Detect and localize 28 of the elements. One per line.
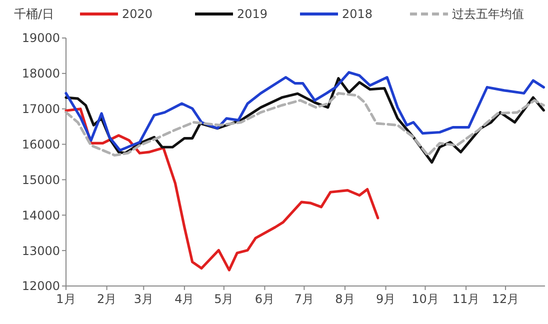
legend-label: 过去五年均值 <box>452 7 524 22</box>
x-tick-label: 9月 <box>376 292 396 306</box>
line-series <box>64 71 545 152</box>
y-tick-label: 16000 <box>22 137 60 152</box>
x-tick-label: 6月 <box>254 292 275 306</box>
x-tick-label: 4月 <box>174 292 194 306</box>
y-tick-label: 14000 <box>22 208 60 222</box>
x-tick-label: 1月 <box>56 292 76 306</box>
x-tick-label: 5月 <box>214 292 234 306</box>
line-series <box>64 92 545 157</box>
y-tick-label: 13000 <box>22 244 60 258</box>
y-axis-title: 千桶/日 <box>14 7 54 21</box>
x-tick-label: 8月 <box>335 292 355 306</box>
x-tick-label: 10月 <box>412 292 439 306</box>
x-tick-label: 2月 <box>96 292 117 306</box>
y-tick-label: 18000 <box>22 66 60 81</box>
y-tick-label: 19000 <box>22 31 60 46</box>
x-tick-label: 3月 <box>134 292 154 306</box>
line-series <box>64 108 380 272</box>
y-tick-label: 15000 <box>22 172 60 187</box>
x-tick-label: 12月 <box>492 292 520 306</box>
legend-label: 2018 <box>342 7 373 22</box>
x-tick-label: 11月 <box>452 292 480 306</box>
legend-label: 2020 <box>122 7 153 22</box>
y-tick-label: 17000 <box>22 102 60 116</box>
y-tick-label: 12000 <box>22 279 60 294</box>
x-tick-label: 7月 <box>294 292 314 306</box>
legend-label: 2019 <box>237 7 268 22</box>
